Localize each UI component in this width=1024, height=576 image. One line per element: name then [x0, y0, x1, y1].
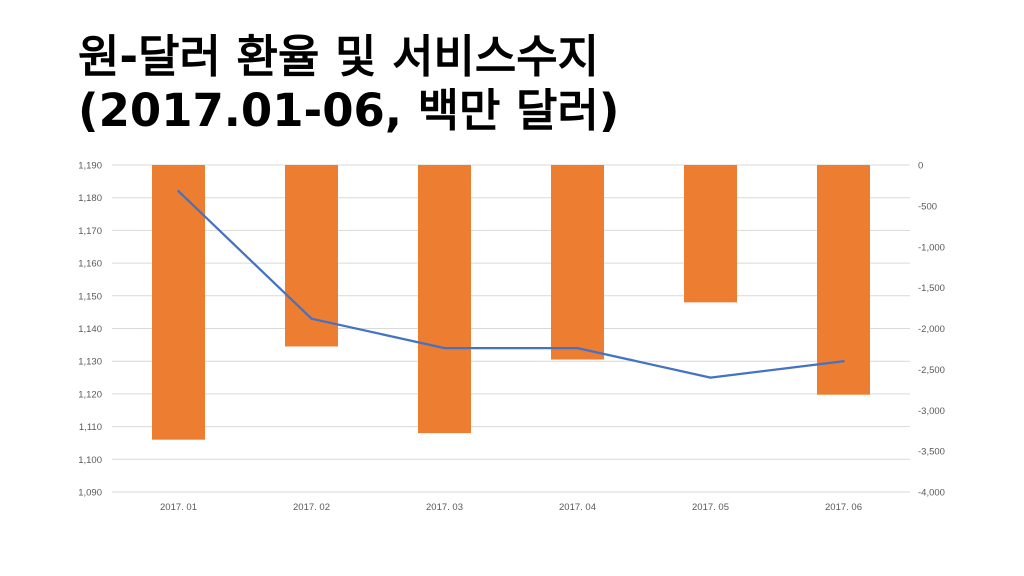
left-tick-label: 1,170 — [78, 226, 102, 237]
x-tick-label: 2017. 06 — [825, 502, 862, 513]
left-tick-label: 1,140 — [78, 324, 102, 335]
chart-title-line2: (2017.01-06, 백만 달러) — [78, 84, 620, 137]
left-tick-label: 1,190 — [78, 161, 102, 172]
x-tick-label: 2017. 01 — [160, 502, 197, 513]
x-tick-label: 2017. 04 — [559, 502, 596, 513]
service-balance-bar — [551, 165, 604, 360]
right-tick-label: -1,000 — [918, 242, 945, 253]
service-balance-bar — [684, 165, 737, 303]
x-tick-label: 2017. 02 — [293, 502, 330, 513]
exchange-rate-point — [576, 346, 579, 350]
x-tick-label: 2017. 03 — [426, 502, 463, 513]
x-tick-label: 2017. 05 — [692, 502, 729, 513]
left-tick-label: 1,090 — [78, 488, 102, 499]
right-tick-label: -3,000 — [918, 406, 945, 417]
left-tick-label: 1,160 — [78, 259, 102, 270]
right-tick-label: -2,000 — [918, 324, 945, 335]
right-tick-label: -500 — [918, 201, 937, 212]
right-tick-label: -4,000 — [918, 488, 945, 499]
left-tick-label: 1,110 — [79, 422, 102, 433]
service-balance-bar — [285, 165, 338, 347]
exchange-rate-line — [177, 189, 845, 379]
service-balance-bars — [152, 165, 870, 440]
service-balance-bar — [418, 165, 471, 434]
exchange-rate-polyline — [177, 190, 844, 379]
right-tick-label: -1,500 — [918, 283, 945, 294]
left-tick-label: 1,130 — [78, 357, 102, 368]
service-balance-bar — [817, 165, 870, 395]
service-balance-bar — [152, 165, 205, 440]
chart-title: 원-달러 환율 및 서비스수지 (2017.01-06, 백만 달러) — [78, 30, 619, 138]
right-axis: 0 -500 -1,000 -1,500 -2,000 -2,500 -3,000 -3,50… — [918, 161, 945, 499]
left-axis: 1,190 1,180 1,170 1,160 1,150 1,140 1,130 1,120… — [78, 161, 102, 499]
right-tick-label: -3,500 — [918, 447, 945, 458]
left-tick-label: 1,120 — [78, 389, 102, 400]
right-tick-label: 0 — [918, 161, 923, 172]
left-tick-label: 1,100 — [78, 455, 102, 466]
exchange-rate-point — [177, 189, 180, 193]
right-tick-label: -2,500 — [918, 365, 945, 376]
gridlines — [112, 164, 910, 493]
x-axis: 2017. 01 2017. 02 2017. 03 2017. 04 2017. 05… — [160, 502, 862, 513]
exchange-rate-point — [842, 360, 845, 363]
left-tick-label: 1,180 — [78, 193, 102, 204]
exchange-rate-point — [310, 317, 313, 320]
exchange-rate-point — [443, 346, 446, 350]
chart-title-line1: 원-달러 환율 및 서비스수지 — [78, 30, 600, 83]
exchange-rate-point — [709, 376, 712, 379]
left-tick-label: 1,150 — [78, 291, 102, 302]
